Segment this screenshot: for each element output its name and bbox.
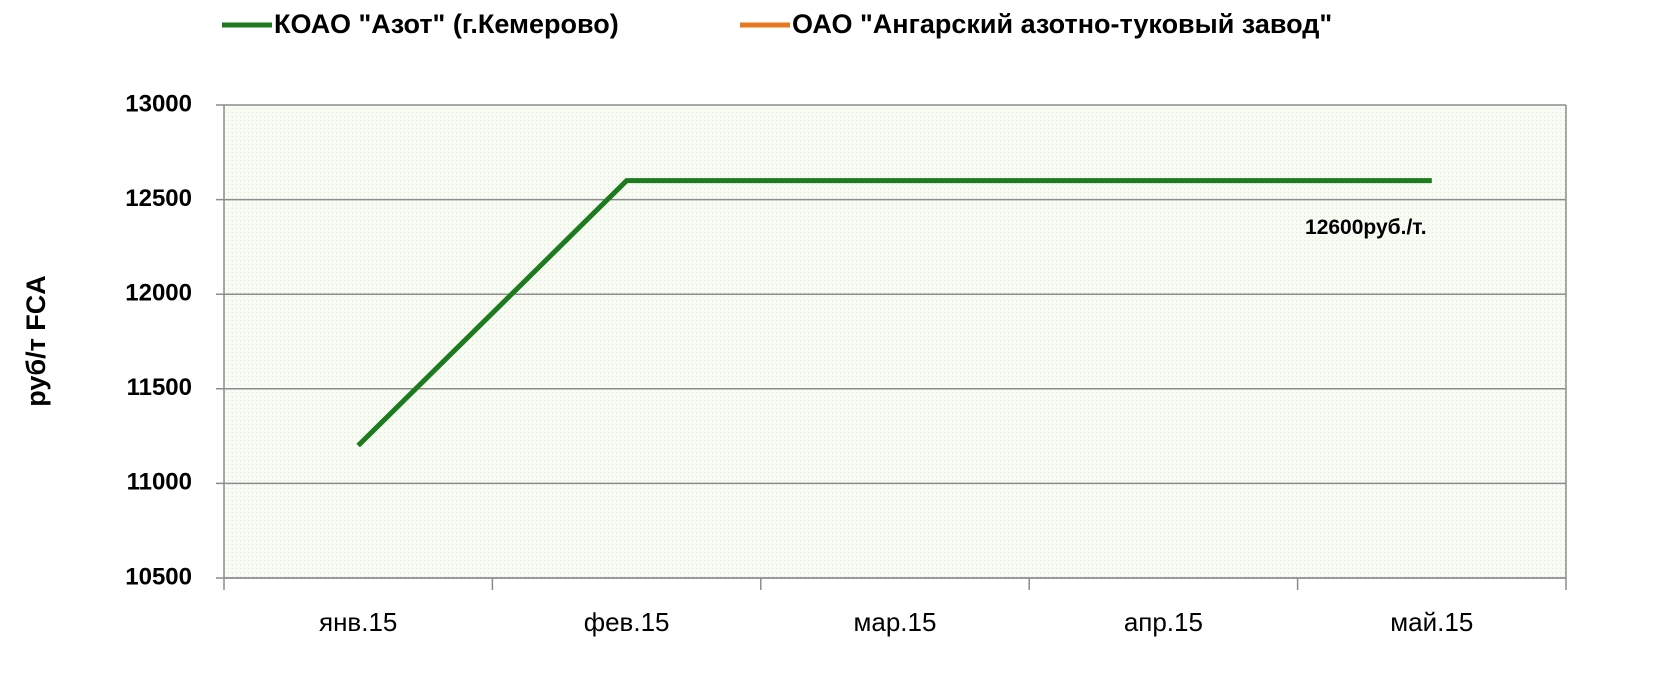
x-tick-label: мар.15 xyxy=(854,607,937,637)
y-tick-label: 12500 xyxy=(125,185,192,212)
data-label: 12600руб./т. xyxy=(1305,216,1427,239)
y-axis-label: руб/т FCA xyxy=(21,275,51,407)
x-tick-label: янв.15 xyxy=(319,607,397,637)
plot-area xyxy=(224,105,1566,578)
y-tick-label: 12000 xyxy=(125,280,192,307)
y-tick-label: 13000 xyxy=(125,90,192,117)
x-tick-label: фев.15 xyxy=(584,607,670,637)
x-tick-label: май.15 xyxy=(1390,607,1473,637)
legend-label: КОАО "Азот" (г.Кемерово) xyxy=(274,9,619,39)
x-tick-label: апр.15 xyxy=(1124,607,1203,637)
y-tick-label: 10500 xyxy=(125,563,192,590)
y-tick-label: 11000 xyxy=(127,469,192,496)
legend-label: ОАО "Ангарский азотно-туковый завод" xyxy=(792,9,1332,39)
y-tick-label: 11500 xyxy=(127,374,192,401)
series-line xyxy=(356,178,1432,448)
